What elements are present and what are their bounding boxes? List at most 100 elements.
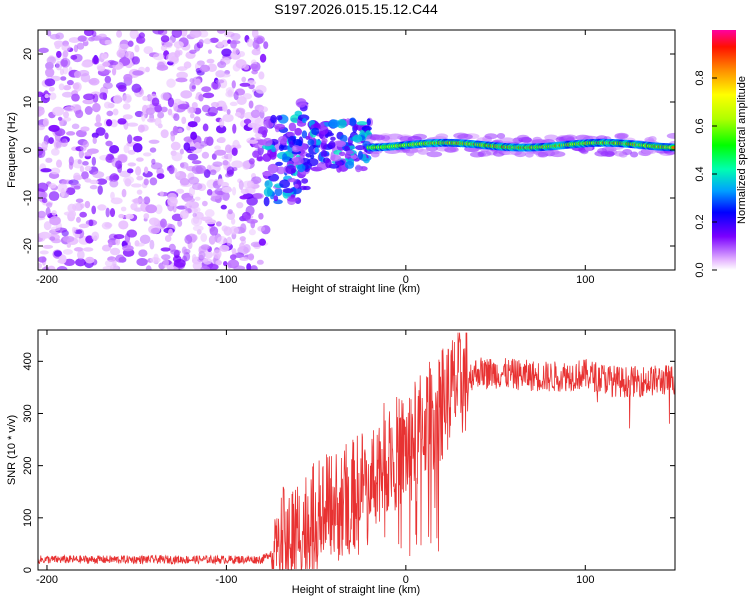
spectrogram-blob [211, 153, 217, 160]
spectrogram-blob [187, 146, 197, 151]
spectrogram-blob [469, 151, 485, 158]
spectrogram-blob [357, 150, 364, 160]
spectrogram-blob [484, 133, 498, 140]
spectrogram-blob [135, 166, 142, 176]
spectrogram-blob [148, 139, 160, 144]
spectrogram-blob [301, 117, 307, 124]
spectrogram-blob [205, 219, 217, 225]
spectrogram-blob [614, 132, 629, 139]
spectrogram-blob [102, 265, 115, 270]
spectrogram-blob [108, 241, 113, 248]
spectrogram-blob [148, 217, 159, 226]
spectrogram-blob [77, 159, 82, 165]
spectrogram-blob [45, 157, 53, 163]
spectrogram-blob [250, 265, 258, 270]
spectrogram-blob [597, 147, 608, 154]
spectrogram-blob [263, 187, 273, 197]
spectrogram-blob [325, 158, 332, 169]
spectrogram-blob [215, 260, 222, 266]
spectrogram-blob [126, 229, 138, 238]
spectrogram-blob [299, 185, 307, 191]
spectrogram-blob [246, 38, 254, 48]
spectrogram-blob [435, 133, 449, 140]
spectrogram-blob [181, 116, 187, 125]
spectrogram-blob [66, 79, 74, 86]
spectrogram-blob [231, 217, 236, 225]
colorbar: 0.0 0.2 0.4 0.6 0.8 Normalized spectral ampl… [694, 30, 748, 278]
spectrogram-blob [42, 244, 54, 249]
colorbar-ticks: 0.0 0.2 0.4 0.6 0.8 [694, 70, 717, 278]
spectrogram-blob [78, 149, 84, 159]
spectrogram-blob [51, 209, 57, 216]
spectrogram-blob [187, 153, 199, 161]
spectrogram-blob [130, 183, 142, 188]
spectrogram-blob [220, 204, 227, 210]
spectrogram-blob [113, 234, 125, 240]
spectrogram-blob [55, 159, 63, 168]
spectrogram-blob [91, 156, 97, 166]
spectrogram-blob [43, 221, 52, 231]
spectrogram-blob [207, 49, 212, 54]
snr-ytick-label: 200 [22, 456, 34, 474]
spectrogram-blob [213, 249, 222, 259]
spectrogram-blob [44, 93, 50, 99]
spectrogram-blob [73, 70, 82, 79]
spectrogram-blob [253, 192, 264, 200]
spectrogram-blob [117, 118, 127, 125]
spectrogram-blob [189, 82, 196, 92]
spectrogram-blob [118, 43, 130, 50]
spectrogram-blob [258, 106, 269, 113]
spectrogram-blob [117, 84, 127, 92]
spectrogram-blob [344, 160, 355, 169]
spectrogram-blob [136, 189, 143, 195]
spectrogram-blob [215, 221, 222, 227]
snr-xtick-label: -100 [215, 574, 237, 586]
spectrogram-blob [92, 136, 97, 145]
spectrogram-blob [76, 42, 85, 50]
spectrogram-blob [167, 108, 173, 116]
spectrogram-blob [291, 139, 303, 147]
spectrogram-blob [73, 175, 83, 181]
spectrogram-blob [200, 233, 208, 243]
spectrogram-blob [38, 146, 44, 156]
spectrogram-blob [514, 151, 527, 158]
spectrogram-blob [285, 164, 297, 174]
spectrogram-blob [167, 228, 174, 237]
snr-series-line [38, 332, 675, 570]
spectrogram-blob [47, 30, 52, 37]
spectrogram-blob [175, 171, 181, 177]
spectrogram-blob [116, 49, 126, 58]
spectrogram-blob [173, 102, 178, 112]
spectrogram-blob [127, 162, 137, 167]
spectrogram-blob [57, 116, 63, 121]
spectrogram-blob [352, 134, 363, 143]
spectrogram-blob [311, 127, 320, 136]
spectrogram-blob [214, 145, 221, 150]
spectrogram-blob [97, 33, 107, 39]
spectrogram-blob [233, 91, 239, 101]
spectrogram-blob [297, 146, 304, 151]
spectrogram-blob [417, 148, 429, 155]
spectrogram-blob [247, 253, 255, 261]
spectrogram-blob [286, 197, 299, 202]
spectrogram-blob [160, 44, 168, 52]
spectrogram-blob [81, 171, 89, 180]
spectrogram-blob [310, 154, 315, 159]
spectrogram-blob [44, 78, 56, 87]
spectrogram-blob [68, 156, 74, 166]
spectrogram-blob [191, 182, 203, 191]
spectrogram-blob [161, 254, 171, 261]
spectrogram-blob [47, 265, 56, 270]
spectrogram-blob [149, 147, 157, 153]
spectrogram-blob [338, 151, 346, 157]
spectrogram-blob [55, 141, 62, 149]
spectrogram-blob [671, 146, 675, 149]
spectrogram-blob [247, 139, 259, 144]
spectrogram-blob [208, 235, 216, 245]
spectrogram-blob [276, 115, 283, 121]
spectrogram-blob [48, 124, 60, 132]
spectrogram-blob [258, 238, 266, 246]
spectrogram-blob [84, 106, 93, 115]
spectrogram-blob [258, 212, 264, 220]
spectrogram-blob [101, 221, 112, 230]
